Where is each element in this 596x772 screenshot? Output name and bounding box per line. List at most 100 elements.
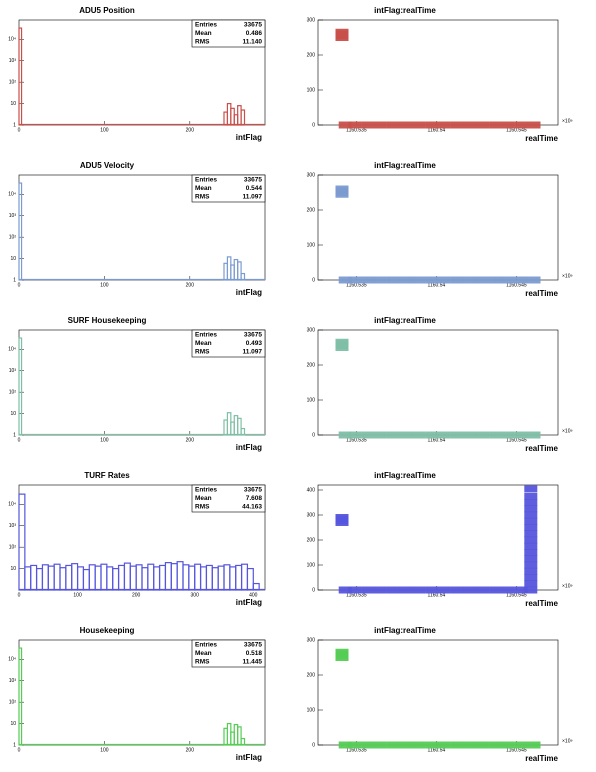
y-tick-label: 10 [10,411,16,417]
x-tick-label: 200 [132,592,141,598]
scatter-point [524,505,538,513]
plot-frame [317,174,559,281]
scatter-point [450,741,464,749]
y-tick-label: 10³ [9,58,17,64]
histogram-bar [71,563,79,591]
scatter-point [450,121,464,129]
y-tick-label: 10² [9,234,17,240]
scatter-point [489,586,503,594]
histogram-bar [176,561,184,591]
y-tick-label: 0 [312,277,315,283]
stats-value: 33675 [244,22,262,29]
x-tick-label: 100 [100,747,109,753]
chart-title: intFlag:realTime [374,626,436,635]
y-tick-label: 200 [307,537,316,543]
y-tick-label: 10 [10,256,16,262]
histogram-bar [18,27,23,126]
histogram-bar [18,182,23,281]
x-tick-label: 1160.535 [346,747,367,753]
histogram-bar [59,567,67,591]
scatter-point [361,121,375,129]
y-tick-label: 300 [307,512,316,518]
histogram-bar [240,427,246,436]
histogram-bar [141,567,149,591]
x-tick-label: 1160.545 [506,282,527,288]
stats-value: 33675 [244,332,262,339]
histogram-bar [18,337,23,436]
scatter-point [450,276,464,284]
histogram-bar [237,417,242,436]
scatter-point [338,121,352,129]
scatter-point [476,431,490,439]
histogram-bar [188,565,196,591]
stats-label: RMS [195,504,210,511]
y-tick-label: 200 [307,362,316,368]
y-tick-label: 10 [10,566,16,572]
histogram-bar [223,564,231,591]
plot-frame [317,329,559,436]
y-tick-label: 100 [307,242,316,248]
x-tick-label: 0 [18,127,21,133]
scatter-point [335,185,349,193]
x-tick-label: 400 [249,592,258,598]
x-tick-label: 200 [186,747,195,753]
scatter-point [524,511,538,519]
plot-frame [317,484,559,591]
y-tick-label: 10 [10,721,16,727]
y-tick-label: 0 [312,432,315,438]
stats-value: 33675 [244,642,262,649]
y-tick-label: 400 [307,487,316,493]
scatter-point [412,741,426,749]
scatter-point [386,276,400,284]
stats-value: 11.140 [242,39,262,46]
x-tick-label: 200 [186,437,195,443]
stats-label: Entries [195,332,217,339]
x-tick-label: 100 [73,592,82,598]
stats-box [191,19,266,48]
stats-value: 11.445 [242,659,262,666]
scatter-point [373,121,387,129]
histogram-bar [18,647,23,746]
histogram-bar [47,565,55,591]
histogram-bar [235,564,243,591]
scatter-point [524,517,538,525]
x-axis-label: realTime [525,289,558,298]
stats-value: 33675 [244,177,262,184]
histogram-bar [252,582,260,591]
histogram-bar [94,565,102,591]
x-axis-multiplier: ×10⁹ [562,273,573,279]
scatter-point [489,741,503,749]
x-tick-label: 0 [18,592,21,598]
scatter-point [437,741,451,749]
scatter-point [348,276,362,284]
scatter-point [412,121,426,129]
scatter-point [373,276,387,284]
y-tick-label: 0 [312,587,315,593]
stats-value: 0.544 [246,185,263,192]
histogram-bar [246,567,254,591]
x-tick-label: 1160.535 [346,282,367,288]
histogram-bar [205,564,213,591]
x-axis-label: realTime [525,599,558,608]
x-tick-label: 1160.545 [506,127,527,133]
scatter-point [338,431,352,439]
x-axis-label: realTime [525,754,558,763]
scatter-point [524,549,538,556]
histogram-bar [135,564,143,591]
x-axis-label: intFlag [236,753,262,762]
scatter-point [524,574,538,581]
histogram-bar [41,564,49,591]
stats-value: 33675 [244,487,262,494]
histogram-bar [240,737,246,746]
scatter-point [361,741,375,749]
x-tick-label: 1160.54 [428,592,446,598]
x-axis-label: realTime [525,444,558,453]
stats-label: Mean [195,30,212,37]
histogram-bar [35,567,44,591]
scatter-point [476,276,490,284]
scatter-point [399,276,413,284]
y-tick-label: 300 [307,327,316,333]
y-tick-label: 100 [307,397,316,403]
chart-title: intFlag:realTime [374,161,436,170]
